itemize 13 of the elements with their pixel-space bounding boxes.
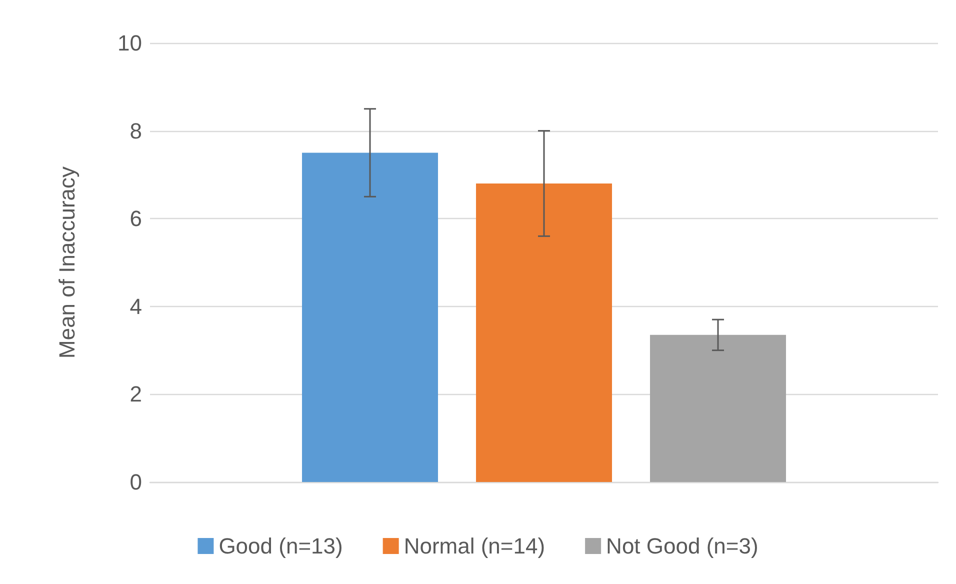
y-tick-label: 8 xyxy=(130,118,142,144)
legend-label: Not Good (n=3) xyxy=(606,534,758,558)
y-axis-title: Mean of Inaccuracy xyxy=(54,166,80,358)
legend-label: Normal (n=14) xyxy=(404,534,546,558)
bar xyxy=(650,334,786,482)
bar xyxy=(302,152,438,482)
y-tick-label: 6 xyxy=(130,206,142,232)
y-tick-label: 10 xyxy=(118,30,142,56)
y-tick-label: 2 xyxy=(130,382,142,407)
y-tick-label: 0 xyxy=(130,470,142,494)
y-tick-label: 4 xyxy=(130,294,142,319)
bar xyxy=(476,183,612,482)
legend-label: Good (n=13) xyxy=(218,534,343,558)
